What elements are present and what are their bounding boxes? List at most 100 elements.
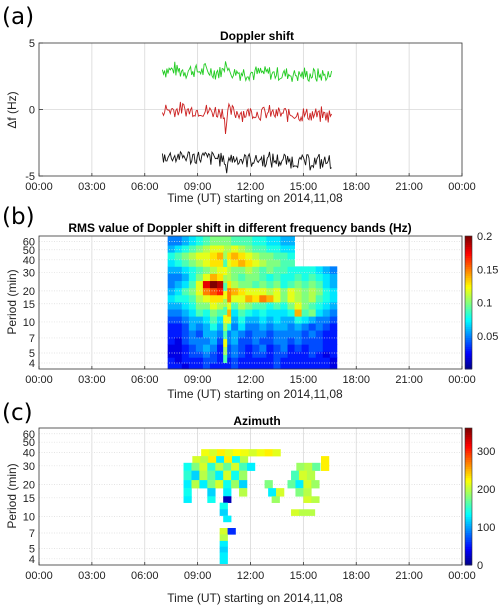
panel-b-heatmap-cell — [174, 309, 183, 317]
panel-c-heatmap-cell — [199, 462, 208, 471]
panel-c-heatmap-cell — [224, 456, 233, 464]
panel-b-heatmap-cell — [167, 337, 176, 345]
panel-a-series-line-0 — [161, 61, 333, 83]
panel-c-xtick-label: 21:00 — [395, 570, 423, 582]
panel-c-colorbar-segment — [465, 553, 472, 557]
panel-b-heatmap-cell — [252, 357, 260, 364]
panel-b-heatmap-cell — [188, 294, 197, 303]
panel-c-heatmap-cell — [223, 470, 232, 481]
panel-b-heatmap-cell — [252, 287, 260, 296]
panel-b-heatmap-cell — [280, 316, 288, 324]
panel-b-xtick-label: 00:00 — [448, 374, 476, 386]
panel-b-heatmap-cell — [224, 337, 232, 345]
panel-b-heatmap-cell — [315, 337, 324, 345]
panel-c-colorbar-segment — [465, 430, 472, 434]
panel-b-heatmap-cell — [238, 266, 246, 274]
panel-b-heatmap-cell — [259, 259, 267, 267]
panel-b-heatmap-cell — [224, 302, 232, 310]
panel-b-heatmap-cell — [167, 363, 176, 370]
panel-c-heatmap-cell — [239, 456, 249, 464]
panel-b-heatmap-cell — [188, 316, 197, 324]
panel-b-heatmap-cell — [217, 273, 225, 282]
panel-b-heatmap-cell — [195, 266, 204, 274]
panel-c-heatmap-cell — [223, 488, 232, 497]
panel-c-colorbar-segment — [465, 519, 472, 523]
panel-c-ytick-label: 5 — [29, 544, 35, 556]
panel-b-heatmap-cell — [287, 309, 295, 317]
panel-c-colorbar-segment — [465, 475, 472, 479]
panel-b-heatmap-cell — [322, 351, 331, 358]
panel-c-heatmap-cell — [303, 496, 312, 503]
panel-b-heatmap-cell — [287, 351, 295, 358]
panel-b-heatmap-cell — [245, 357, 253, 364]
panel-c-colorbar-segment — [465, 551, 472, 555]
panel-b-colorbar-segment — [465, 253, 472, 257]
panel-c-colorbar-segment — [465, 482, 472, 486]
panel-b-heatmap-cell — [202, 245, 211, 253]
panel-c-colorbar-segment — [465, 555, 472, 559]
panel-c-heatmap-cell — [239, 480, 248, 489]
panel-c-colorbar-segment — [465, 523, 472, 527]
panel-b-heatmap-cell — [259, 287, 267, 296]
panel-b-heatmap-cell — [209, 357, 218, 364]
panel-b-heatmap-cell — [224, 363, 232, 370]
panel-b-heatmap-cell — [195, 236, 204, 246]
panel-c-heatmap-cell — [239, 488, 248, 497]
panel-c-colorbar-segment — [465, 496, 472, 500]
panel-b-heatmap-cell — [329, 287, 338, 296]
panel-b-heatmap-cell — [181, 363, 190, 370]
panel-b-heatmap-cell — [209, 337, 218, 345]
panel-b-heatmap-cell — [202, 287, 211, 296]
panel-b-heatmap-cell — [266, 236, 274, 246]
panel-c-ytick-label: 30 — [23, 461, 35, 473]
panel-c-colorbar-segment — [465, 530, 472, 534]
panel-b-heatmap-cell — [322, 280, 331, 289]
panel-c-colorbar-segment — [465, 448, 472, 452]
panel-b-heatmap-cell — [301, 330, 310, 338]
panel-c-ytick-label: 15 — [23, 493, 35, 505]
panel-b-heatmap-cell — [308, 280, 317, 289]
panel-letter-a: (a) — [2, 4, 34, 30]
panel-b-heatmap-cell — [238, 323, 246, 331]
panel-b-heatmap-cell — [287, 245, 295, 253]
panel-b-heatmap-cell — [223, 283, 228, 292]
panel-b-colorbar-segment — [465, 333, 472, 337]
panel-c-colorbar-segment — [465, 437, 472, 440]
panel-b-heatmap-cell — [195, 309, 204, 317]
panel-b-heatmap-cell — [294, 294, 303, 303]
panel-b-heatmap-cell — [209, 323, 218, 331]
panel-b-heatmap-cell — [224, 280, 232, 289]
panel-b-heatmap-cell — [294, 330, 303, 338]
panel-c-colorbar-tick-label: 0 — [477, 560, 483, 572]
panel-a-xtick-label: 03:00 — [78, 181, 106, 193]
panel-b-heatmap-cell — [202, 294, 211, 303]
panel-c-colorbar-segment — [465, 507, 472, 511]
panel-b-heatmap-cell — [224, 323, 232, 331]
panel-b-heatmap-cell — [287, 302, 295, 310]
panel-b-colorbar-segment — [465, 244, 472, 248]
panel-b-heatmap-cell — [315, 344, 324, 352]
panel-b-heatmap-cell — [195, 363, 204, 370]
panel-b-heatmap-cell — [245, 337, 253, 345]
panel-b-heatmap-cell — [315, 309, 324, 317]
panel-b-heatmap-cell — [231, 252, 239, 260]
panel-c-colorbar-segment — [465, 489, 472, 493]
panel-b-heatmap-cell — [195, 245, 204, 253]
panel-b-heatmap-cell — [273, 273, 281, 282]
panel-b-heatmap-cell — [252, 363, 260, 370]
panel-c-heatmap-cell — [276, 488, 285, 497]
panel-b-heatmap-cell — [231, 316, 239, 324]
panel-b-heatmap-cell — [231, 363, 239, 370]
panel-b-heatmap-cell — [188, 330, 197, 338]
panel-c-heatmap-cell — [191, 470, 200, 481]
panel-b-heatmap-cell — [195, 280, 204, 289]
panel-b-heatmap-cell — [287, 316, 295, 324]
panel-b-heatmap-cell — [202, 280, 211, 289]
panel-b-heatmap-cell — [231, 302, 239, 310]
panel-b-heatmap-cell — [266, 351, 274, 358]
panel-b-heatmap-cell — [195, 302, 204, 310]
panel-b-heatmap-cell — [294, 363, 303, 370]
panel-b-heatmap-cell — [245, 236, 253, 246]
panel-c-heatmap-cell — [227, 527, 236, 535]
panel-a-xtick-label: 00:00 — [25, 181, 53, 193]
